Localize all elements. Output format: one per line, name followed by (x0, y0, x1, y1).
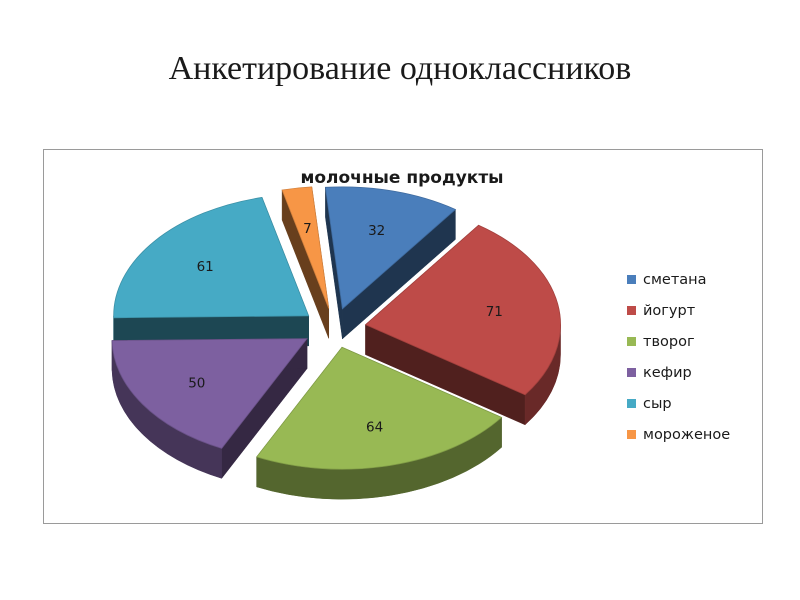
legend-label: сметана (643, 271, 707, 288)
chart-title: молочные продукты (300, 168, 503, 188)
pie-slice-5 (281, 186, 330, 339)
legend-swatch (627, 368, 636, 377)
legend-item-1: йогурт (627, 295, 730, 326)
legend-item-0: сметана (627, 264, 730, 295)
data-label-3: 50 (188, 376, 205, 392)
legend-item-5: мороженое (627, 419, 730, 450)
data-label-0: 32 (368, 223, 385, 239)
pie-slice-2 (256, 346, 503, 500)
data-label-2: 64 (366, 419, 383, 435)
legend-item-4: сыр (627, 388, 730, 419)
legend-label: йогурт (643, 302, 696, 319)
legend-item-3: кефир (627, 357, 730, 388)
chart-frame: молочные продукты 7 32 61 71 50 64 сметана йог… (43, 149, 763, 524)
legend-label: сыр (643, 395, 672, 412)
data-label-4: 61 (197, 259, 214, 275)
pie-slice-3 (111, 337, 308, 480)
legend-label: творог (643, 333, 695, 350)
legend-swatch (627, 306, 636, 315)
pie-slice-0 (324, 186, 457, 340)
pie-slice-1 (364, 224, 561, 426)
legend-label: мороженое (643, 426, 731, 443)
chart-legend: сметана йогурт творог кефир сыр мороженое (627, 264, 730, 450)
pie-chart: молочные продукты 7 32 61 71 50 64 (111, 168, 561, 500)
slide-title: Анкетирование одноклассников (168, 50, 632, 87)
legend-item-2: творог (627, 326, 730, 357)
legend-swatch (627, 430, 636, 439)
legend-swatch (627, 399, 636, 408)
legend-swatch (627, 275, 636, 284)
data-label-5: 7 (303, 221, 312, 237)
legend-swatch (627, 337, 636, 346)
data-label-1: 71 (486, 304, 503, 320)
legend-label: кефир (643, 364, 692, 381)
